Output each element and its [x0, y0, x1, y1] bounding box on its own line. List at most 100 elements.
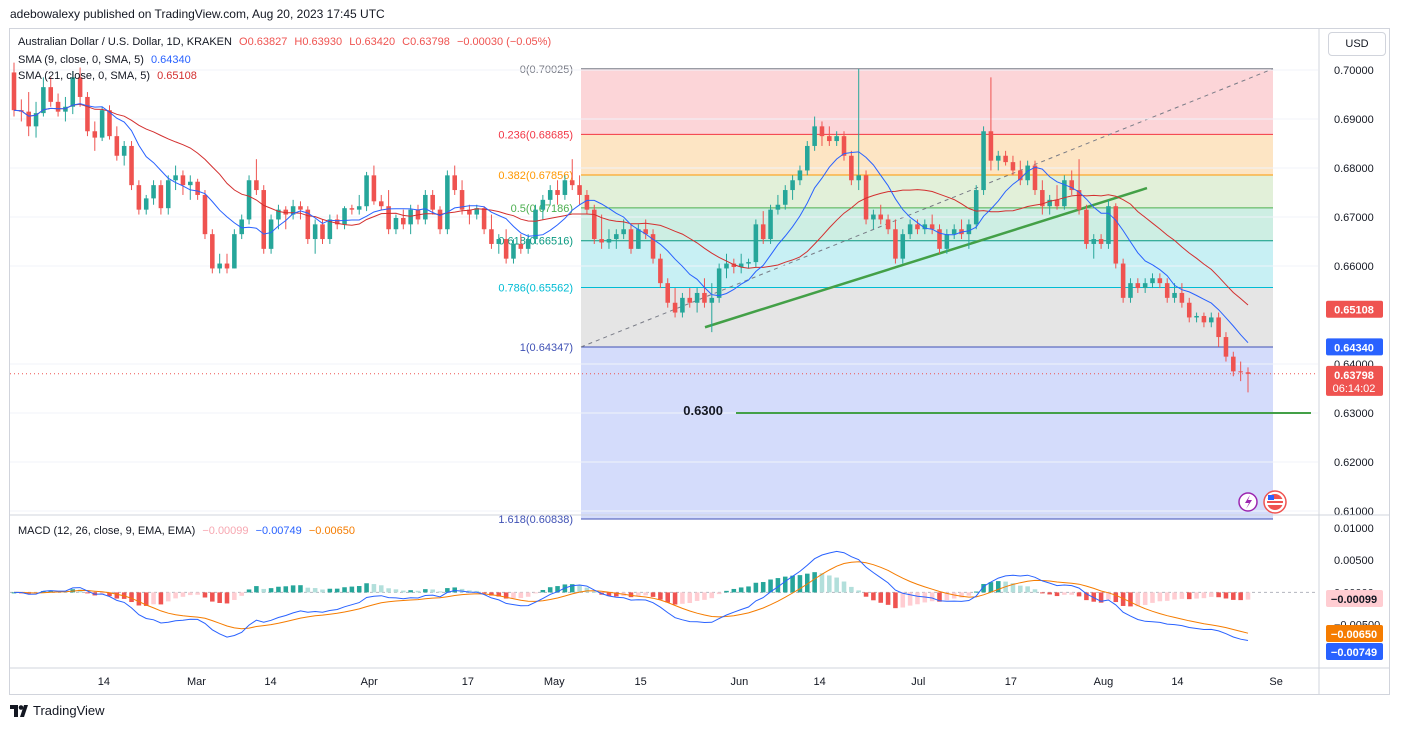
macd-histogram-bar [525, 592, 531, 597]
sma9-legend[interactable]: SMA (9, close, 0, SMA, 5) 0.64340 [18, 54, 195, 66]
macd-label: MACD (12, 26, close, 9, EMA, EMA) [18, 525, 196, 537]
macd-histogram-bar [1062, 592, 1067, 595]
macd-histogram-bar [775, 578, 781, 593]
candle-body [423, 194, 428, 220]
macd-histogram-bar [1128, 592, 1133, 607]
close-value: C0.63798 [402, 36, 450, 48]
macd-histogram-bar [503, 592, 509, 599]
candle-body [467, 209, 472, 215]
candle-body [1194, 315, 1199, 318]
candle-body [981, 131, 986, 191]
sma9-label: SMA (9, close, 0, SMA, 5) [18, 54, 144, 66]
price-axis: 0.700000.690000.680000.670000.660000.640… [10, 28, 1389, 694]
macd-histogram-bar [129, 592, 134, 603]
macd-histogram-bar [393, 589, 399, 593]
macd-histogram-bar [378, 585, 384, 593]
us-flag-icon[interactable] [1263, 490, 1287, 514]
macd-tick-label: 0.01000 [1334, 523, 1374, 535]
candle-body [1128, 283, 1133, 298]
candles [11, 62, 1251, 393]
candle-body [1018, 170, 1023, 181]
macd-histogram-bar [445, 588, 450, 593]
time-tick-label: 17 [462, 676, 474, 688]
symbol-legend[interactable]: Australian Dollar / U.S. Dollar, 1D, KRA… [18, 36, 555, 48]
macd-histogram-bar [731, 588, 737, 593]
candle-body [937, 229, 942, 249]
macd-histogram-bar [643, 592, 648, 596]
candle-body [643, 229, 648, 235]
price-tick-label: 0.66000 [1334, 261, 1374, 273]
sma9-line [13, 103, 1249, 344]
sma21-legend[interactable]: SMA (21, close, 0, SMA, 5) 0.65108 [18, 70, 201, 82]
candle-body [85, 96, 90, 132]
candle-body [41, 87, 46, 114]
macd-histogram-bar [1040, 592, 1045, 594]
macd-histogram-bar [268, 588, 274, 593]
macd-histogram-bar [709, 592, 715, 599]
macd-histogram-bar [907, 592, 913, 606]
candle-body [11, 72, 17, 111]
time-tick-label: 15 [635, 676, 647, 688]
macd-histogram-bar [995, 581, 1001, 593]
candle-body [430, 194, 435, 210]
macd-signal-value: −0.00650 [308, 525, 356, 537]
macd-histogram-bar [290, 585, 296, 593]
chart-frame [9, 28, 1390, 695]
macd-line [13, 550, 1249, 641]
candle-body [1062, 180, 1067, 207]
macd-histogram-bar [489, 592, 494, 596]
macd-badge-label: −0.00650 [1331, 629, 1377, 641]
macd-histogram-bar [1120, 592, 1126, 606]
macd-histogram-bar [1142, 592, 1148, 605]
candle-body [202, 194, 208, 235]
macd-histogram-bar [687, 592, 693, 604]
candle-body [276, 209, 281, 220]
candle-body [173, 175, 178, 181]
candle-body [1201, 315, 1207, 323]
macd-histogram-bar [805, 573, 810, 593]
candle-body [606, 239, 612, 243]
candle-body [834, 136, 839, 142]
candle-body [569, 180, 575, 186]
time-tick-label: May [544, 676, 565, 688]
macd-histogram-bar [496, 592, 502, 597]
price-tick-label: 0.61000 [1334, 506, 1374, 518]
macd-histogram-bar [327, 588, 333, 593]
candle-body [1069, 180, 1074, 191]
candle-body [782, 190, 788, 205]
candle-body [658, 258, 663, 284]
macd-legend[interactable]: MACD (12, 26, close, 9, EMA, EMA) −0.000… [18, 525, 359, 537]
macd-histogram-bar [202, 592, 208, 598]
flash-icon[interactable] [1238, 492, 1258, 512]
macd-histogram-bar [195, 592, 200, 595]
candle-body [188, 181, 193, 186]
candle-body [863, 175, 869, 220]
macd-histogram-bar [849, 586, 854, 593]
macd-histogram-bar [973, 591, 979, 593]
sma21-label: SMA (21, close, 0, SMA, 5) [18, 70, 151, 82]
candle-body [1113, 206, 1119, 264]
candle-body [694, 292, 700, 303]
macd-histogram-bar [246, 589, 252, 593]
candle-body [459, 190, 465, 210]
candle-body [687, 297, 693, 303]
candle-body [525, 239, 531, 249]
candle-body [797, 170, 803, 181]
macd-histogram-bar [665, 592, 671, 603]
macd-histogram-bar [386, 588, 391, 593]
fib-zone [581, 134, 1273, 176]
time-tick-label: 14 [98, 676, 110, 688]
candle-body [768, 209, 773, 240]
footer-brand[interactable]: TradingView [10, 703, 105, 718]
candle-body [1120, 263, 1126, 298]
macd-histogram-bar [518, 592, 524, 599]
high-value: H0.63930 [294, 36, 343, 48]
candle-body [1238, 371, 1243, 373]
macd-histogram-bar [180, 592, 186, 597]
currency-button[interactable]: USD [1328, 32, 1386, 56]
candle-body [731, 263, 737, 267]
fib-level-label: 0.786(0.65562) [498, 282, 573, 294]
macd-histogram-bar [1047, 592, 1052, 595]
